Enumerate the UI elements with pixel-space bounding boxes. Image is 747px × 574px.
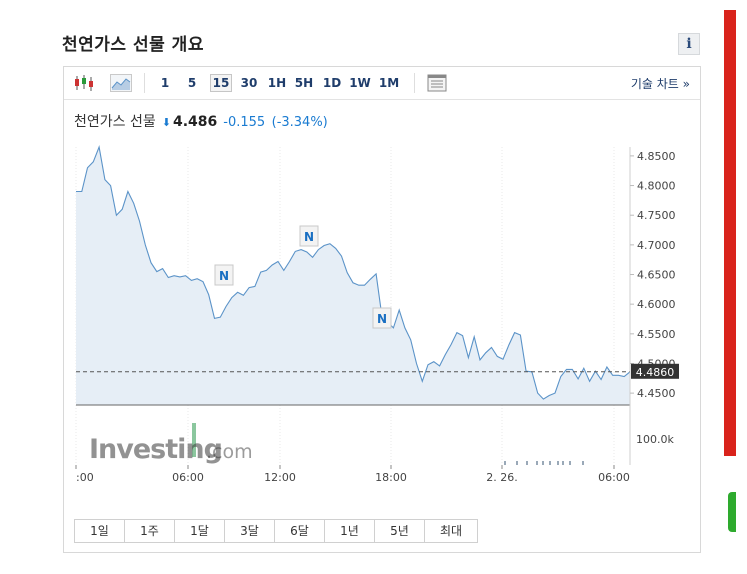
interval-5h[interactable]: 5H [294,76,314,90]
table-icon[interactable] [427,74,447,92]
time-axis-label: 2. 26. [486,471,518,484]
current-price-tag: 4.4860 [631,363,679,379]
interval-15[interactable]: 15 [210,74,232,92]
interval-1d[interactable]: 1D [322,76,342,90]
chart-toolbar: 1 5 15 30 1H 5H 1D 1W 1M 기술 차트 » [64,67,700,100]
interval-1[interactable]: 1 [160,76,170,90]
volume-bar [582,461,584,465]
range-button[interactable]: 최대 [439,524,463,538]
price-axis-label: 4.6000 [637,298,676,311]
range-selector: 1일 1주 1달 3달 6달 1년 5년 최대 [74,519,478,543]
price-area [76,147,630,405]
side-green-bar[interactable] [728,492,736,532]
area-chart-icon[interactable] [110,74,132,92]
time-axis-label: :00 [76,471,94,484]
price-change-percent: (-3.34%) [271,115,328,130]
side-red-bar [724,10,736,456]
range-button[interactable]: 1년 [325,520,375,542]
interval-1h[interactable]: 1H [267,76,287,90]
last-price: 4.486 [172,114,218,130]
interval-1w[interactable]: 1W [349,76,371,90]
price-line [76,144,631,400]
price-axis-label: 4.7000 [637,239,676,252]
news-marker[interactable]: N [214,264,234,286]
svg-text:Investing: Investing [89,434,222,465]
range-button[interactable]: 1달 [175,520,225,542]
volume-bar [536,461,538,465]
price-axis-label: 4.4500 [637,387,676,400]
interval-1m[interactable]: 1M [378,76,400,90]
current-price-label: 4.4860 [636,366,675,379]
price-axis-label: 4.8000 [637,180,676,193]
volume-axis-label: 100.0k [636,433,674,446]
volume-bar [504,461,506,465]
range-button[interactable]: 1주 [125,520,175,542]
range-button[interactable]: 6달 [275,520,325,542]
toolbar-separator [414,73,415,93]
quote-line: 천연가스 선물 ⬇ 4.486 -0.155 (-3.34%) [74,111,328,131]
range-button[interactable]: 5년 [375,520,425,542]
price-chart[interactable]: 4.8500 4.8000 4.7500 4.7000 4.6500 4.6000 4.55… [64,67,700,487]
down-arrow-icon: ⬇ [161,116,171,129]
technical-chart-link[interactable]: 기술 차트 » [630,77,690,91]
volume-bar [569,461,571,465]
info-button[interactable]: i [678,33,700,55]
svg-text:N: N [377,312,387,326]
news-marker[interactable]: N [372,307,392,329]
volume-bar [557,461,559,465]
candlestick-icon[interactable] [74,74,94,92]
price-axis-label: 4.6500 [637,269,676,282]
volume-bar [562,461,564,465]
range-button[interactable]: 3달 [225,520,275,542]
volume-bar [516,461,518,465]
time-axis-label: 18:00 [375,471,407,484]
interval-30[interactable]: 30 [240,76,258,90]
time-axis-label: 12:00 [264,471,296,484]
instrument-name: 천연가스 선물 [74,114,156,130]
price-change: -0.155 [223,115,266,130]
svg-text:N: N [304,230,314,244]
volume-bar [549,461,551,465]
time-axis-label: 06:00 [172,471,204,484]
volume-bar [526,461,528,465]
news-marker[interactable]: N [299,225,319,247]
page-title: 천연가스 선물 개요 [62,35,204,55]
chart-panel: 1 5 15 30 1H 5H 1D 1W 1M 기술 차트 » 천연가스 선물… [63,66,701,553]
svg-text:.com: .com [206,441,253,463]
price-axis-label: 4.5500 [637,328,676,341]
range-button[interactable]: 1일 [75,520,125,542]
time-axis-label: 06:00 [598,471,630,484]
investing-watermark: Investing .com [89,423,253,465]
price-axis-label: 4.7500 [637,209,676,222]
interval-5[interactable]: 5 [187,76,197,90]
volume-bar [542,461,544,465]
price-axis-label: 4.8500 [637,150,676,163]
svg-text:N: N [219,269,229,283]
toolbar-separator [144,73,145,93]
